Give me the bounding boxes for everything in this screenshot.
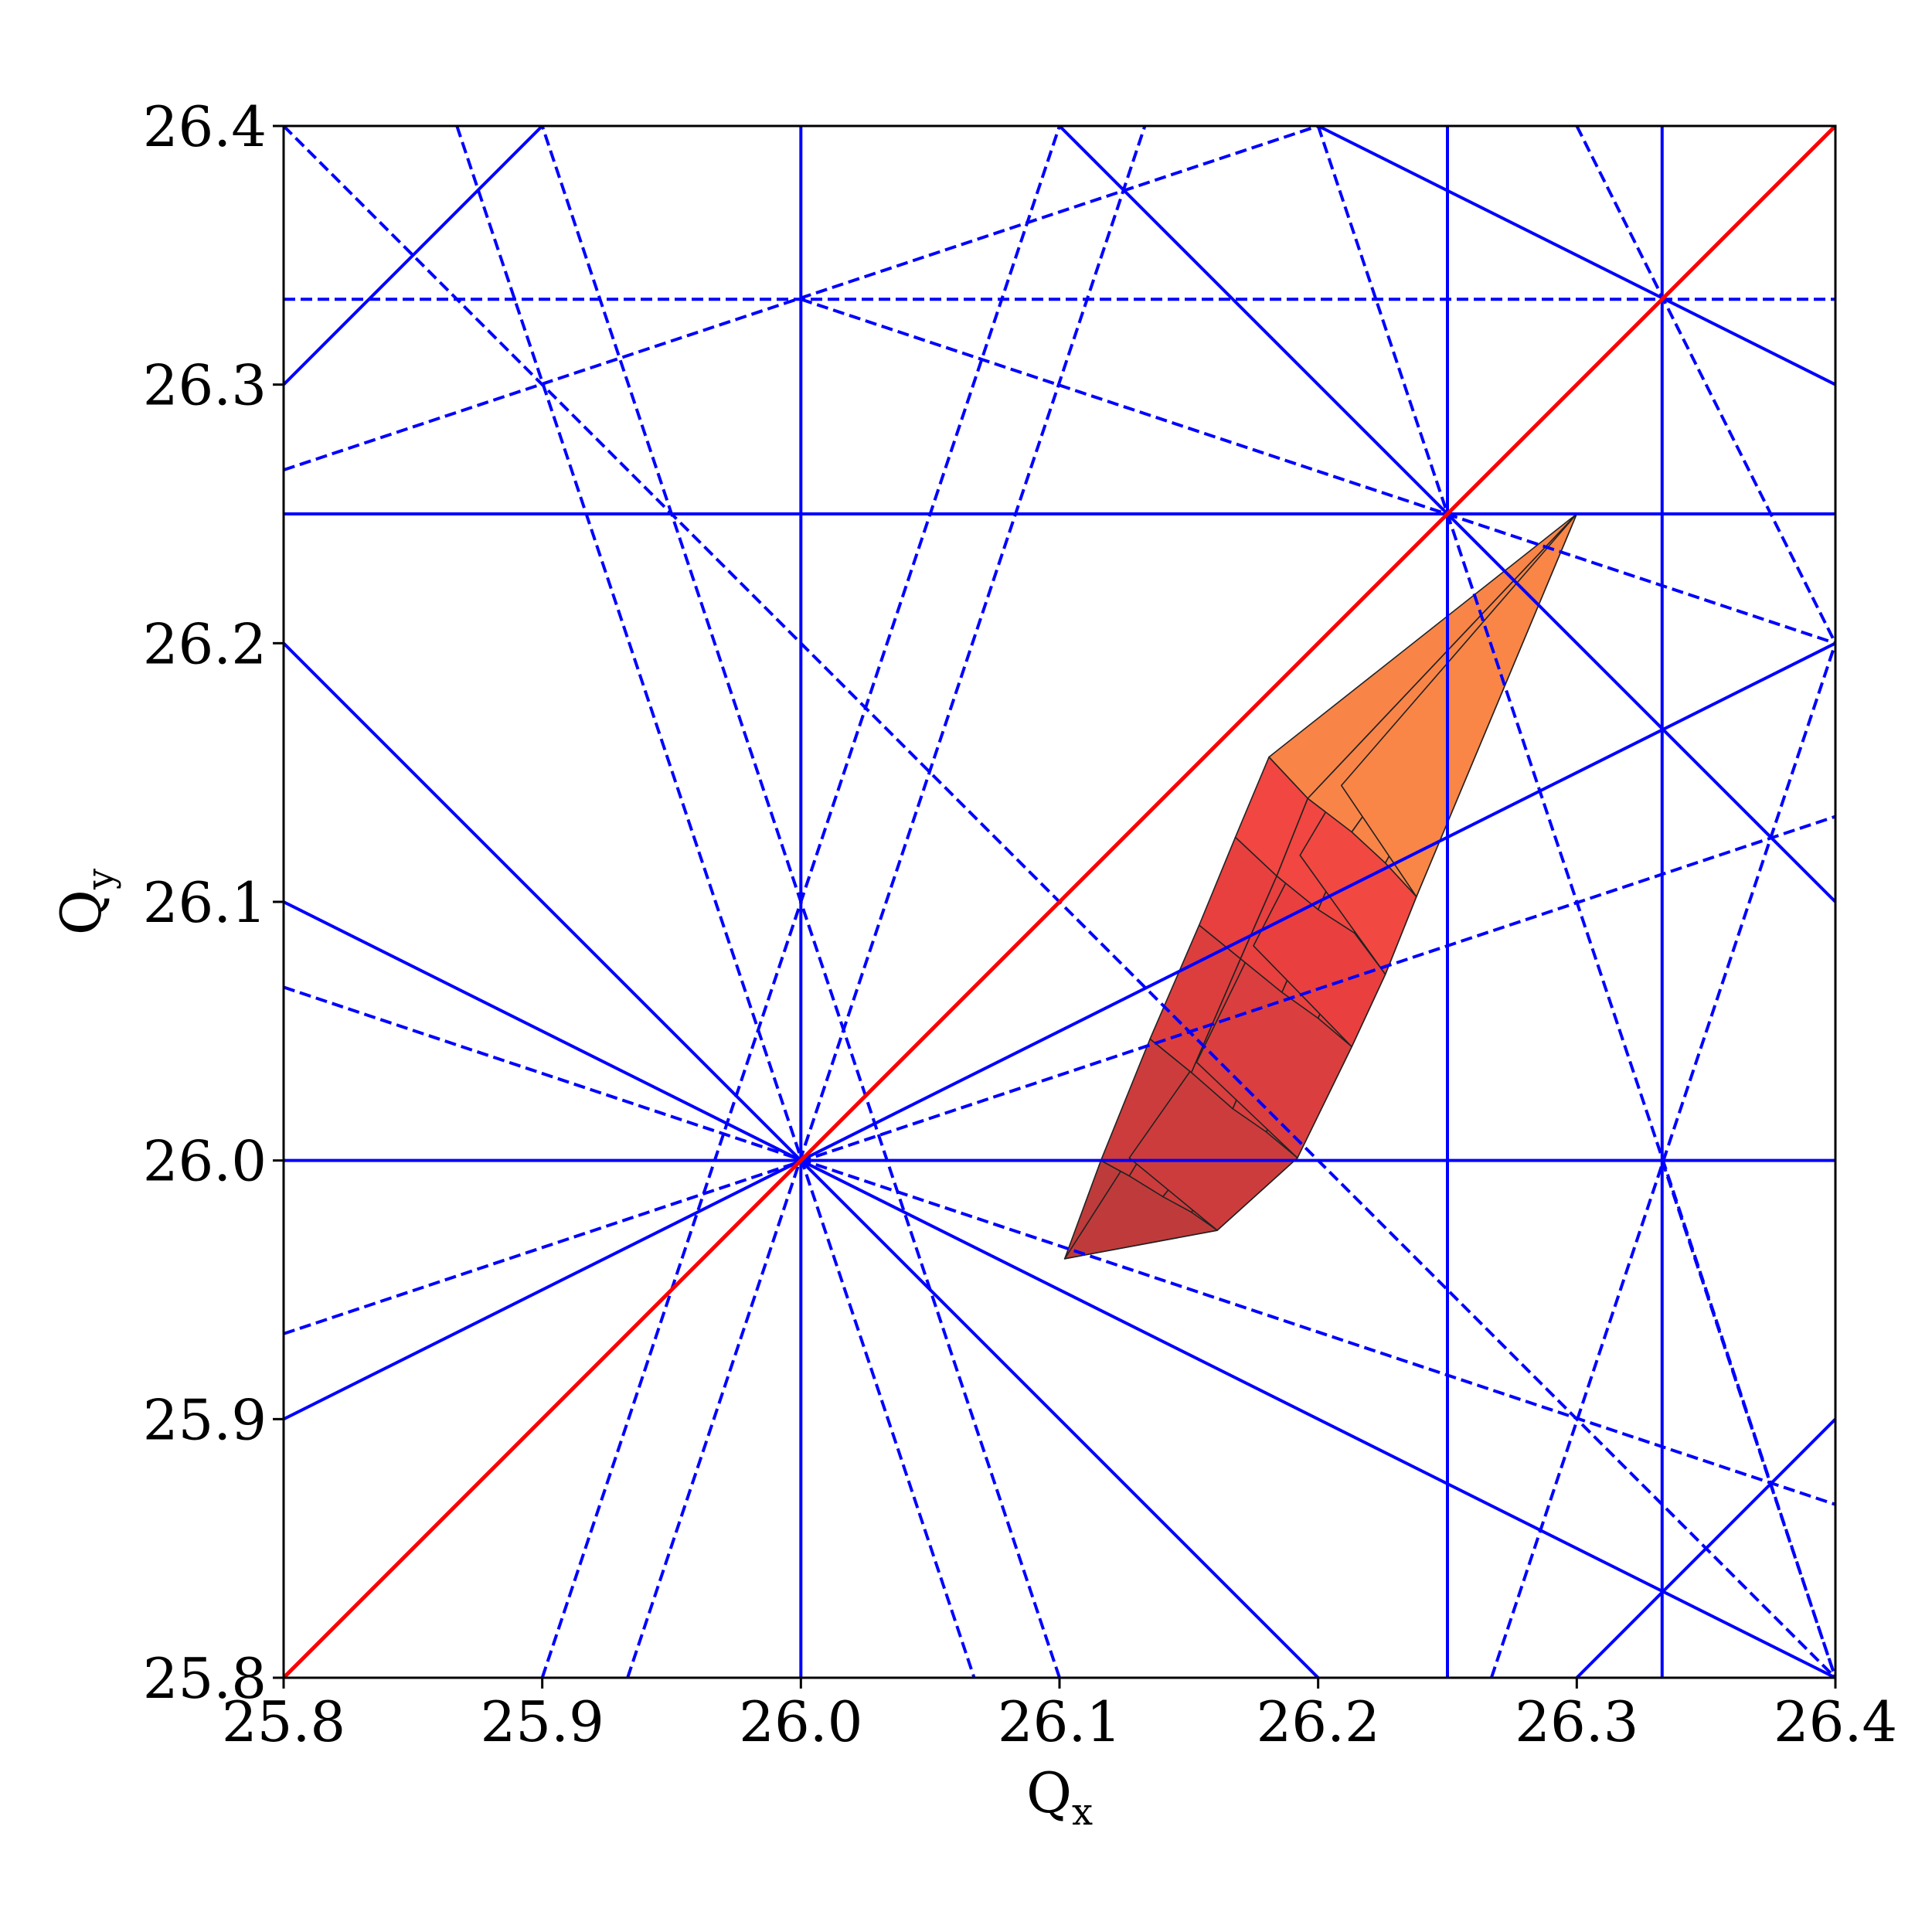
y-tick-label: 26.0 <box>143 1129 267 1194</box>
x-tick-label: 25.9 <box>481 1689 604 1754</box>
resonance-line-dashed <box>800 298 1835 645</box>
y-tick-label: 26.3 <box>143 353 267 418</box>
x-axis-label: Qx <box>1026 1760 1093 1834</box>
resonance-line-dashed <box>284 126 1319 472</box>
x-tick-label: 25.8 <box>222 1689 345 1754</box>
x-tick-label: 26.0 <box>739 1689 862 1754</box>
x-tick-label: 26.1 <box>998 1689 1121 1754</box>
resonance-line-dashed <box>455 126 976 1678</box>
resonance-line-dashed <box>1575 126 1835 645</box>
resonance-line-solid <box>1317 126 1835 386</box>
resonance-line-solid <box>284 126 544 386</box>
y-tick-label: 25.9 <box>143 1387 267 1452</box>
resonance-line-solid <box>284 900 1835 1678</box>
diagonal-coupling-line <box>284 126 1835 1678</box>
y-tick-label: 26.2 <box>143 611 267 676</box>
resonance-line-dashed <box>1660 1160 1835 1678</box>
x-tick-label: 26.4 <box>1774 1689 1897 1754</box>
resonance-lines <box>284 126 1835 1678</box>
y-tick-label: 26.1 <box>143 870 267 935</box>
tune-footprint-mesh <box>1063 513 1578 1260</box>
resonance-line-solid <box>284 641 1835 1421</box>
y-tick-label: 25.8 <box>143 1646 267 1711</box>
x-axis: 25.8 25.9 26.0 26.1 26.2 26.3 26.4 <box>222 1678 1897 1754</box>
y-axis: 25.8 25.9 26.0 26.1 26.2 26.3 26.4 <box>143 94 284 1711</box>
resonance-line-dashed <box>626 126 1147 1678</box>
x-tick-label: 26.2 <box>1257 1689 1380 1754</box>
y-tick-label: 26.4 <box>143 94 267 159</box>
y-axis-label: Qy <box>49 869 122 935</box>
x-tick-label: 26.3 <box>1515 1689 1638 1754</box>
footprint-cell <box>1340 513 1578 898</box>
resonance-line-dashed <box>540 126 1061 1678</box>
